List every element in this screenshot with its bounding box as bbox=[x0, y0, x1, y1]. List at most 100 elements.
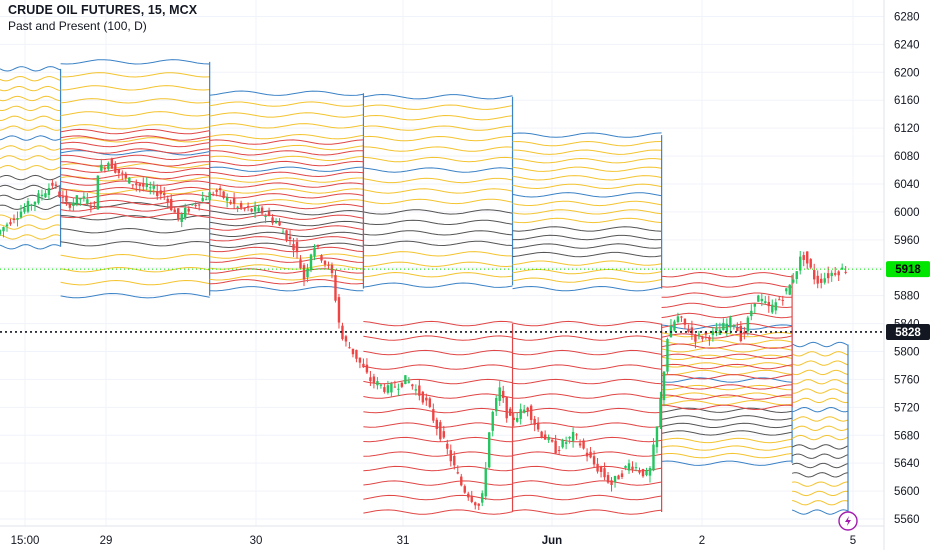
candle bbox=[704, 332, 708, 335]
candle bbox=[788, 284, 791, 295]
candle bbox=[327, 264, 330, 266]
candle bbox=[491, 411, 494, 431]
candle bbox=[257, 207, 260, 212]
candle bbox=[428, 398, 432, 407]
candle bbox=[89, 206, 93, 208]
candle bbox=[190, 204, 194, 206]
red-level-block bbox=[60, 173, 210, 180]
candle bbox=[802, 255, 805, 260]
candle bbox=[495, 398, 498, 412]
red-level-block bbox=[512, 509, 662, 515]
candle bbox=[404, 375, 407, 385]
candle bbox=[110, 158, 114, 169]
level-block bbox=[60, 59, 210, 65]
candle bbox=[225, 197, 229, 201]
level-block bbox=[0, 105, 61, 112]
candle bbox=[502, 390, 505, 399]
candle bbox=[666, 339, 669, 372]
level-block bbox=[512, 285, 662, 292]
candle bbox=[648, 467, 652, 476]
red-level-block bbox=[512, 407, 662, 414]
red-level-block bbox=[661, 404, 793, 411]
candle bbox=[844, 271, 847, 273]
candle bbox=[215, 190, 218, 192]
level-block bbox=[0, 234, 61, 240]
candle bbox=[732, 325, 736, 327]
level-block bbox=[363, 251, 513, 257]
candle bbox=[295, 241, 299, 253]
candle bbox=[757, 295, 760, 302]
x-axis[interactable]: 15:00 29 30 31 Jun 2 5 bbox=[11, 535, 857, 547]
candle bbox=[550, 439, 554, 442]
level-block bbox=[661, 415, 793, 421]
level-block bbox=[512, 277, 662, 283]
level-block bbox=[363, 240, 513, 247]
lightning-icon[interactable] bbox=[838, 511, 858, 531]
y-axis[interactable]: 5560560056405680572057605800584058805920… bbox=[894, 11, 920, 526]
red-level-block bbox=[363, 480, 513, 486]
red-level-block bbox=[209, 171, 364, 178]
candle bbox=[267, 211, 271, 217]
red-level-block bbox=[209, 278, 364, 285]
level-block bbox=[791, 425, 849, 432]
level-block bbox=[661, 422, 793, 429]
candle bbox=[149, 187, 152, 189]
candle bbox=[96, 175, 100, 210]
x-tick-label: 29 bbox=[100, 535, 113, 547]
candle bbox=[180, 213, 183, 222]
candle bbox=[260, 207, 264, 214]
candle bbox=[463, 486, 466, 493]
candle bbox=[432, 409, 435, 421]
level-block bbox=[209, 188, 364, 194]
red-level-block bbox=[60, 167, 210, 174]
x-tick-label: 5 bbox=[850, 535, 856, 547]
candle bbox=[750, 310, 753, 317]
red-level-block bbox=[60, 199, 210, 206]
red-level-block bbox=[661, 282, 793, 288]
red-level-block bbox=[512, 349, 662, 356]
y-tick-label: 6240 bbox=[894, 39, 920, 51]
candle bbox=[47, 188, 51, 195]
candle bbox=[606, 475, 610, 483]
level-block bbox=[0, 135, 61, 141]
level-block bbox=[363, 271, 513, 278]
candle bbox=[355, 349, 358, 359]
candle bbox=[799, 256, 802, 271]
candle bbox=[236, 206, 239, 208]
candle bbox=[5, 224, 9, 227]
red-level-block bbox=[60, 148, 210, 154]
red-level-block bbox=[661, 384, 793, 390]
level-block bbox=[0, 66, 61, 72]
indicator-levels bbox=[0, 59, 849, 515]
candle bbox=[393, 386, 397, 388]
candle bbox=[117, 168, 121, 174]
red-level-block bbox=[60, 206, 210, 212]
red-level-block bbox=[209, 182, 364, 188]
level-block bbox=[791, 351, 849, 357]
x-tick-label: 31 bbox=[397, 535, 410, 547]
level-block bbox=[661, 354, 793, 361]
red-level-block bbox=[661, 353, 793, 360]
candle bbox=[114, 163, 117, 173]
indicator-label: Past and Present (100, D) bbox=[8, 19, 147, 33]
candle bbox=[100, 164, 103, 171]
candle bbox=[557, 450, 561, 452]
candle bbox=[613, 475, 617, 482]
candle bbox=[446, 443, 449, 449]
red-level-block bbox=[661, 343, 793, 349]
candle bbox=[512, 417, 515, 420]
level-block bbox=[60, 292, 210, 299]
red-level-block bbox=[512, 393, 662, 399]
level-block bbox=[363, 198, 513, 205]
level-block bbox=[0, 75, 61, 82]
red-level-block bbox=[209, 203, 364, 210]
candle bbox=[86, 199, 89, 204]
level-block bbox=[209, 101, 364, 107]
candle bbox=[725, 323, 729, 332]
y-tick-label: 6040 bbox=[894, 179, 920, 191]
level-block bbox=[512, 175, 662, 181]
red-level-block bbox=[209, 139, 364, 145]
level-block bbox=[209, 155, 364, 162]
red-level-block bbox=[512, 480, 662, 486]
